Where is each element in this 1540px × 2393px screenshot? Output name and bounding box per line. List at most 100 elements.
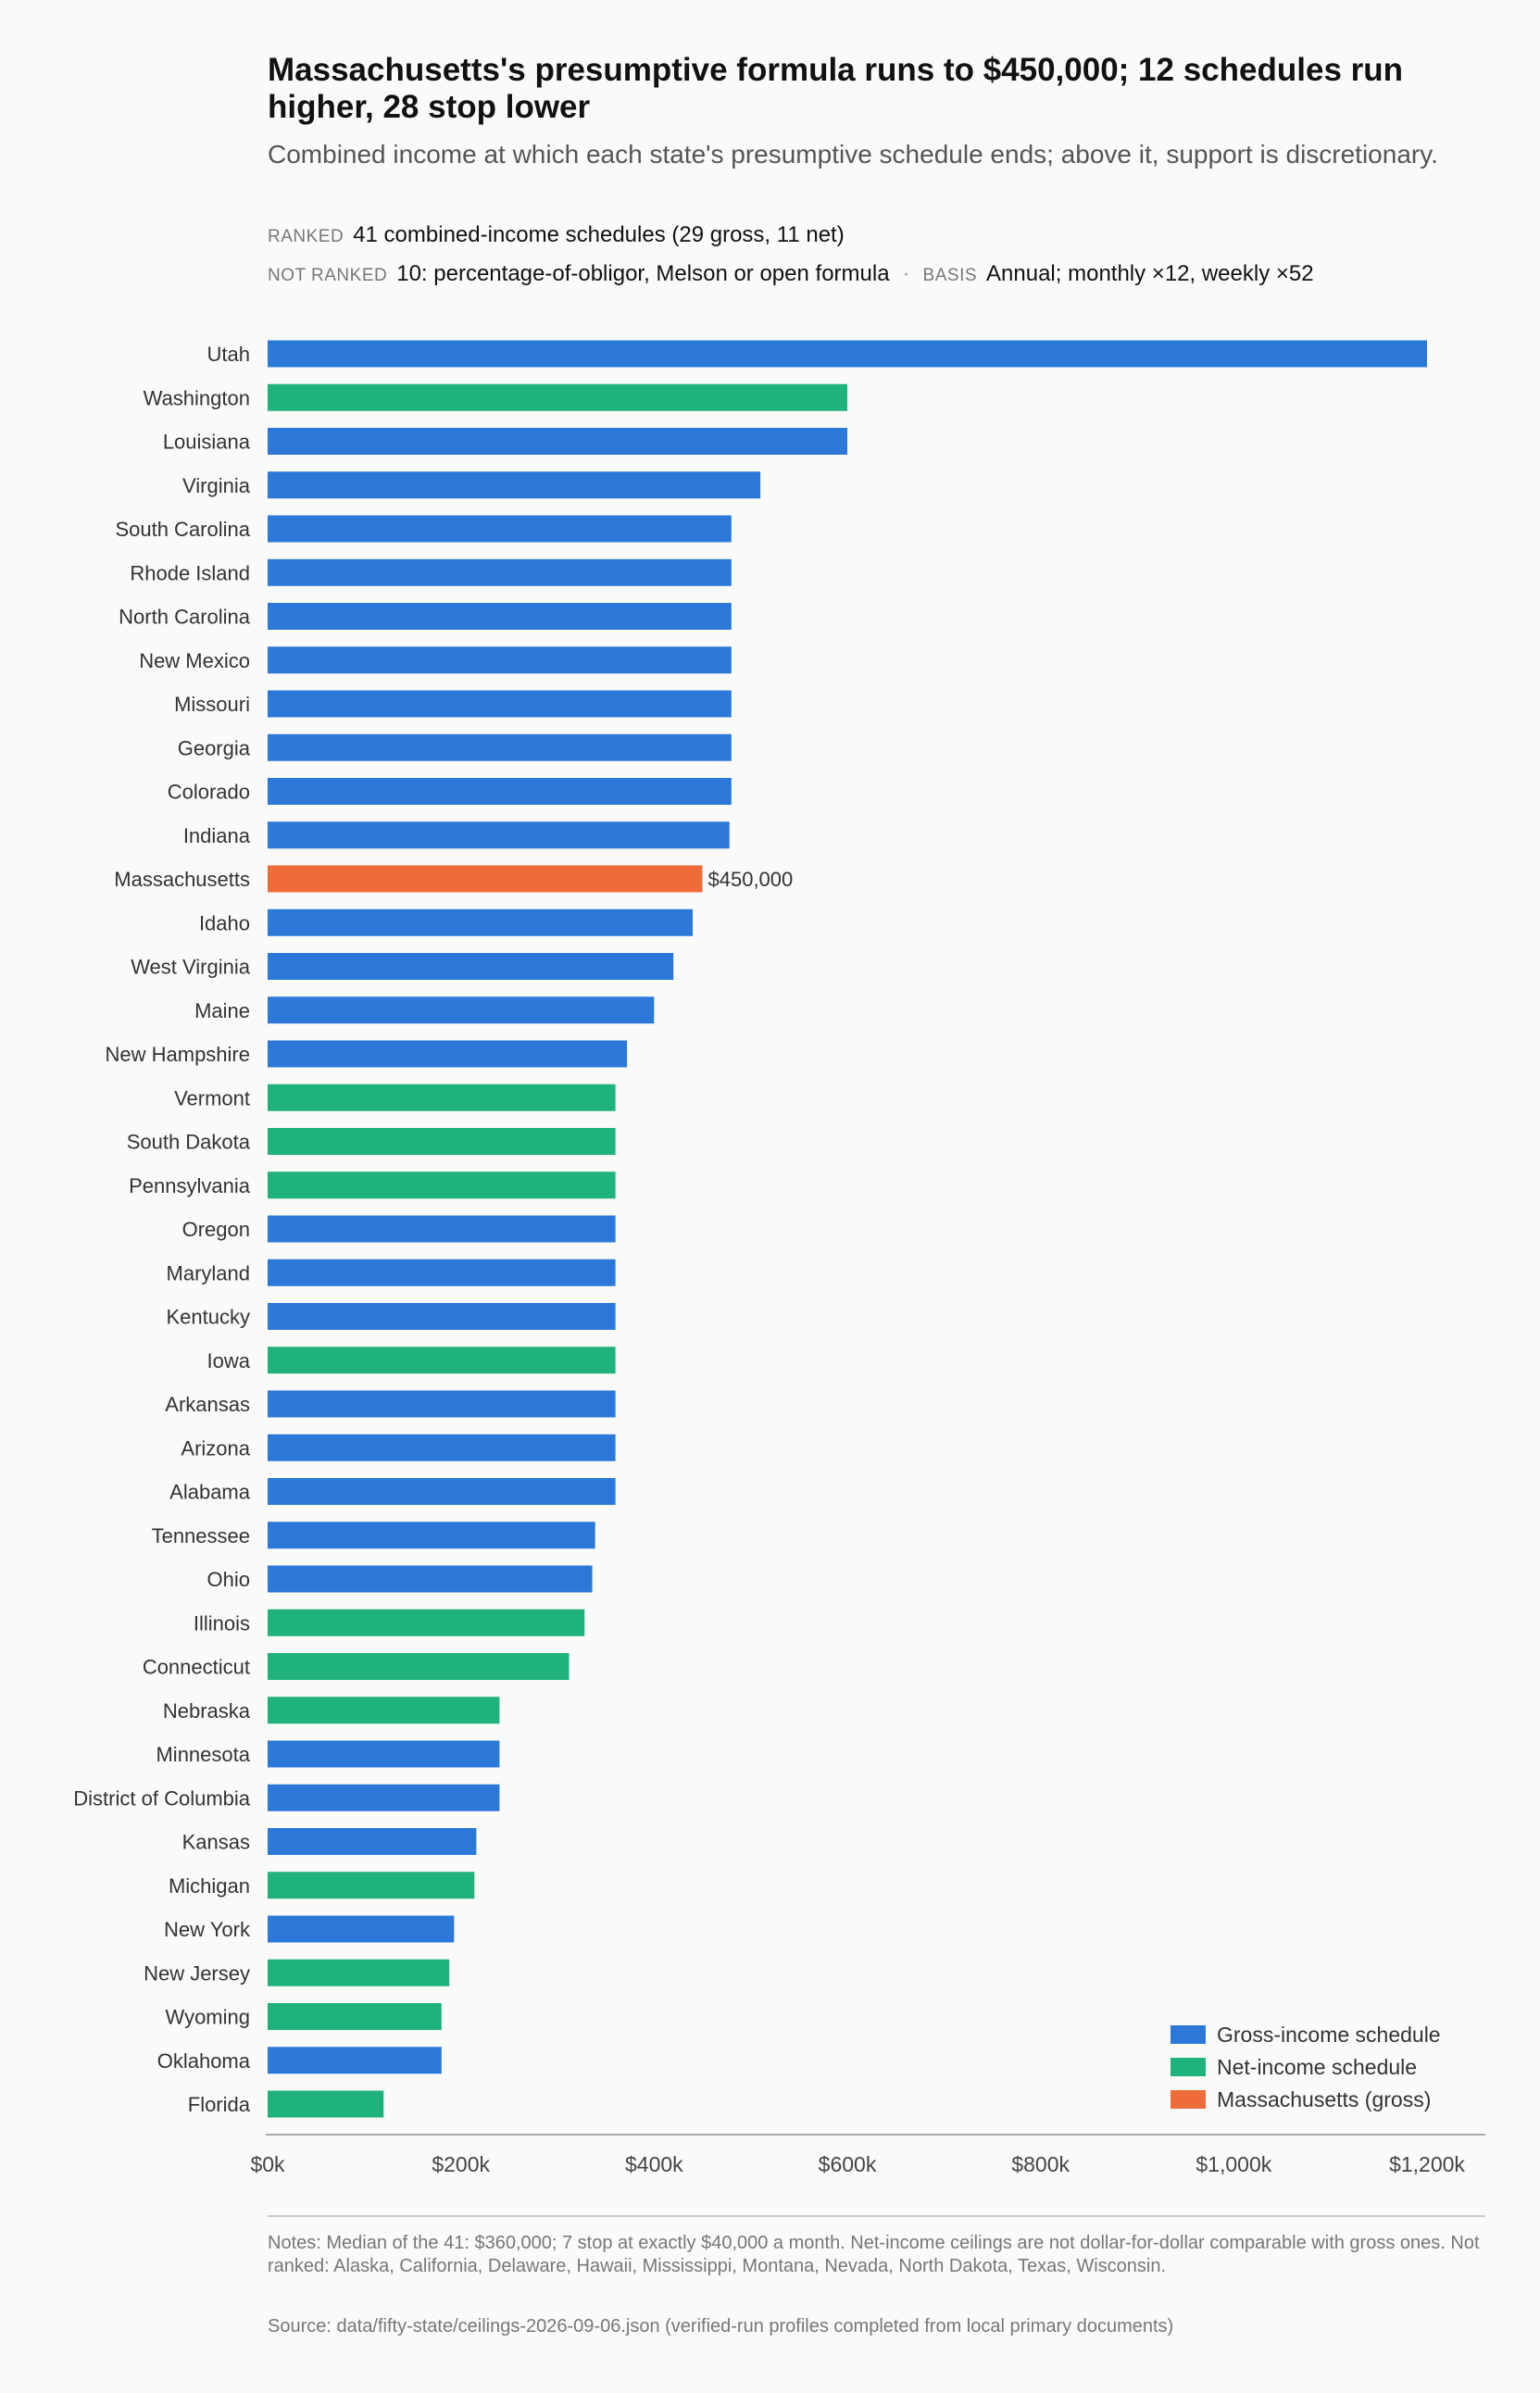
category-label: New Mexico — [139, 649, 250, 672]
category-label: Utah — [207, 343, 250, 366]
x-tick-label: $200k — [432, 2152, 490, 2176]
legend-label: Gross-income schedule — [1217, 2023, 1441, 2047]
basis-value: Annual; monthly ×12, weekly ×52 — [986, 261, 1314, 286]
basis-key: BASIS — [922, 266, 978, 285]
ranked-line: RANKED 41 combined-income schedules (29 g… — [268, 222, 845, 248]
bar-wyoming — [268, 2003, 442, 2030]
category-label: Idaho — [199, 911, 250, 934]
category-label: Connecticut — [143, 1656, 250, 1679]
category-label: Iowa — [207, 1349, 251, 1372]
bar-georgia — [268, 733, 732, 761]
bar-new-mexico — [268, 646, 732, 674]
category-label: South Dakota — [127, 1131, 251, 1154]
category-label: Pennsylvania — [129, 1174, 251, 1197]
bar-tennessee — [268, 1522, 595, 1549]
bar-iowa — [268, 1347, 616, 1374]
meta-separator: · — [902, 261, 910, 286]
bar-new-york — [268, 1915, 455, 1943]
category-label: Rhode Island — [130, 561, 250, 584]
category-label: Alabama — [169, 1481, 251, 1504]
category-label: Illinois — [194, 1611, 250, 1635]
bar-kansas — [268, 1828, 477, 1855]
ranked-value: 41 combined-income schedules (29 gross, … — [353, 222, 845, 247]
bar-florida — [268, 2090, 384, 2118]
legend-swatch-gross — [1171, 2025, 1206, 2044]
category-label: New Hampshire — [106, 1043, 251, 1066]
not-ranked-key: NOT RANKED — [268, 266, 388, 285]
category-label: Maine — [194, 999, 250, 1022]
bar-illinois — [268, 1609, 585, 1636]
category-label: Wyoming — [166, 2006, 251, 2029]
bar-arkansas — [268, 1390, 616, 1418]
x-tick-label: $0k — [250, 2152, 285, 2176]
bar-oregon — [268, 1215, 616, 1243]
chart-source: Source: data/fifty-state/ceilings-2026-0… — [268, 2316, 1174, 2337]
category-label: Kentucky — [167, 1306, 251, 1329]
category-label: Washington — [144, 386, 250, 409]
bar-louisiana — [268, 428, 847, 455]
bar-missouri — [268, 690, 732, 718]
legend-swatch-net — [1171, 2058, 1206, 2076]
bar-connecticut — [268, 1653, 570, 1680]
bar-south-carolina — [268, 515, 732, 543]
category-label: North Carolina — [119, 606, 251, 629]
bar-alabama — [268, 1478, 616, 1505]
bar-maine — [268, 996, 655, 1024]
bar-oklahoma — [268, 2047, 442, 2074]
category-label: New Jersey — [144, 1961, 250, 1985]
bar-maryland — [268, 1259, 616, 1286]
bar-ohio — [268, 1565, 593, 1593]
bar-vermont — [268, 1084, 616, 1111]
chart-title: Massachusetts's presumptive formula runs… — [268, 52, 1404, 125]
category-label: Maryland — [167, 1261, 250, 1284]
category-label: Massachusetts — [114, 868, 250, 891]
category-label: Tennessee — [152, 1524, 250, 1547]
bar-district-of-columbia — [268, 1784, 500, 1811]
bar-pennsylvania — [268, 1171, 616, 1199]
category-label: Arizona — [181, 1436, 250, 1460]
chart-subtitle: Combined income at which each state's pr… — [268, 140, 1438, 169]
category-label: Oregon — [182, 1218, 250, 1241]
bar-kentucky — [268, 1303, 616, 1330]
legend-label: Massachusetts (gross) — [1217, 2087, 1431, 2111]
category-label: Florida — [188, 2093, 251, 2116]
category-label: Vermont — [174, 1086, 250, 1109]
category-label: District of Columbia — [73, 1786, 250, 1810]
category-label: Georgia — [178, 736, 251, 759]
category-label: Oklahoma — [157, 2049, 251, 2073]
bar-new-jersey — [268, 1959, 450, 1986]
bar-south-dakota — [268, 1128, 616, 1155]
value-annotation: $450,000 — [708, 868, 794, 891]
category-label: Colorado — [168, 781, 250, 804]
bar-chart: Utah Washington Louisiana Virginia South Car… — [73, 340, 1485, 2176]
legend-label: Net-income schedule — [1217, 2055, 1417, 2079]
bar-west-virginia — [268, 953, 674, 980]
category-label: Michigan — [169, 1874, 250, 1898]
x-tick-label: $400k — [625, 2152, 683, 2176]
category-label: Nebraska — [163, 1699, 251, 1723]
bar-colorado — [268, 778, 732, 805]
bar-nebraska — [268, 1697, 500, 1724]
category-label: West Virginia — [131, 956, 251, 979]
not-ranked-line: NOT RANKED 10: percentage-of-obligor, Mel… — [268, 261, 1314, 287]
bar-indiana — [268, 821, 730, 849]
bar-washington — [268, 383, 847, 411]
not-ranked-value: 10: percentage-of-obligor, Melson or ope… — [396, 261, 890, 286]
category-label: Virginia — [182, 474, 251, 497]
category-label: Minnesota — [156, 1743, 250, 1766]
bar-new-hampshire — [268, 1040, 628, 1068]
bar-michigan — [268, 1872, 475, 1899]
bar-massachusetts — [268, 865, 703, 893]
x-tick-label: $1,200k — [1389, 2152, 1465, 2176]
category-label: South Carolina — [115, 518, 250, 541]
bar-rhode-island — [268, 558, 732, 586]
chart-notes: Notes: Median of the 41: $360,000; 7 sto… — [268, 2233, 1480, 2276]
x-tick-label: $600k — [819, 2152, 877, 2176]
category-label: Louisiana — [163, 431, 251, 454]
x-tick-label: $1,000k — [1196, 2152, 1271, 2176]
category-label: Ohio — [207, 1568, 250, 1591]
bar-idaho — [268, 908, 694, 936]
bar-north-carolina — [268, 603, 732, 630]
footer-divider — [268, 2215, 1485, 2217]
category-label: Missouri — [174, 693, 250, 716]
